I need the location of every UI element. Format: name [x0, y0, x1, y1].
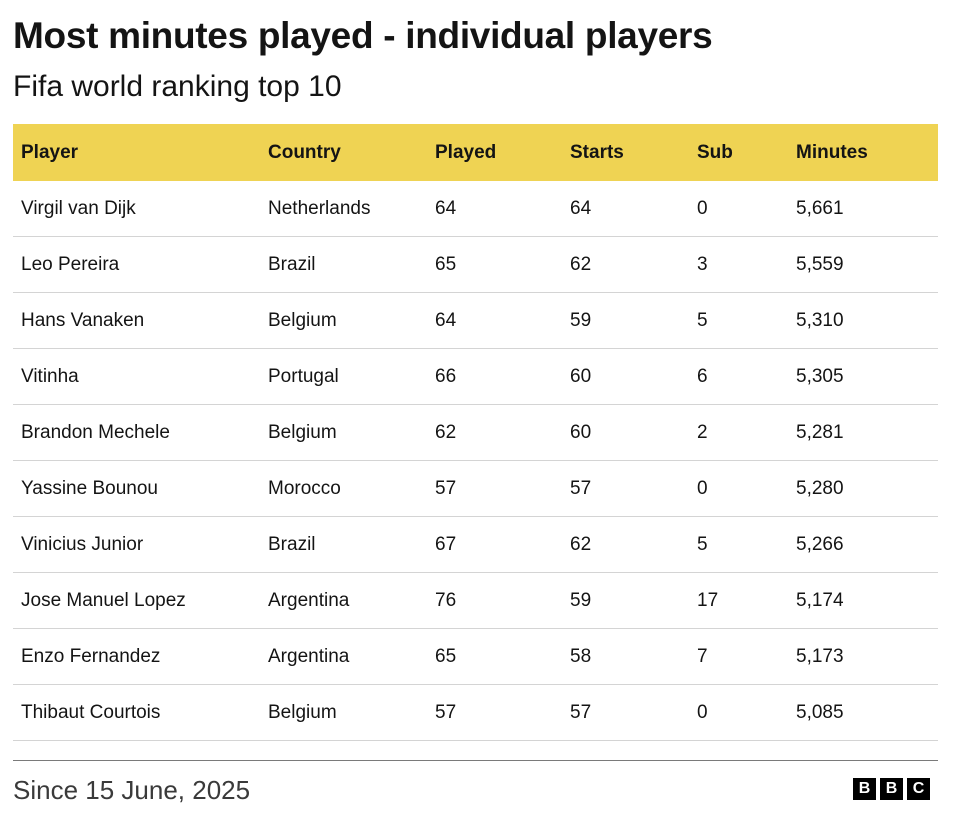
cell-sub: 0	[697, 701, 708, 723]
bbc-logo-letter: B	[880, 778, 903, 800]
column-header-country: Country	[268, 141, 341, 163]
table-row: Vinicius Junior Brazil 67 62 5 5,266	[13, 517, 938, 573]
cell-played: 76	[435, 589, 457, 611]
cell-player: Vitinha	[21, 365, 79, 387]
cell-country: Belgium	[268, 701, 337, 723]
cell-country: Belgium	[268, 309, 337, 331]
cell-player: Thibaut Courtois	[21, 701, 161, 723]
cell-played: 65	[435, 645, 457, 667]
bbc-logo-letter: C	[907, 778, 930, 800]
table-row: Virgil van Dijk Netherlands 64 64 0 5,661	[13, 181, 938, 237]
cell-played: 65	[435, 253, 457, 275]
cell-player: Enzo Fernandez	[21, 645, 161, 667]
cell-sub: 5	[697, 533, 708, 555]
cell-minutes: 5,559	[796, 253, 844, 275]
table-row: Vitinha Portugal 66 60 6 5,305	[13, 349, 938, 405]
cell-played: 57	[435, 701, 457, 723]
table-row: Jose Manuel Lopez Argentina 76 59 17 5,174	[13, 573, 938, 629]
cell-starts: 57	[570, 477, 592, 499]
cell-player: Jose Manuel Lopez	[21, 589, 186, 611]
cell-starts: 62	[570, 533, 592, 555]
cell-sub: 0	[697, 477, 708, 499]
cell-starts: 64	[570, 197, 592, 219]
cell-country: Belgium	[268, 421, 337, 443]
cell-played: 64	[435, 309, 457, 331]
cell-country: Portugal	[268, 365, 339, 387]
cell-starts: 62	[570, 253, 592, 275]
column-header-starts: Starts	[570, 141, 624, 163]
cell-minutes: 5,661	[796, 197, 844, 219]
cell-player: Vinicius Junior	[21, 533, 144, 555]
cell-played: 62	[435, 421, 457, 443]
cell-starts: 60	[570, 365, 592, 387]
cell-sub: 2	[697, 421, 708, 443]
column-header-played: Played	[435, 141, 497, 163]
cell-sub: 5	[697, 309, 708, 331]
cell-minutes: 5,173	[796, 645, 844, 667]
cell-player: Brandon Mechele	[21, 421, 170, 443]
cell-starts: 58	[570, 645, 592, 667]
page-title: Most minutes played - individual players	[13, 15, 713, 56]
cell-played: 66	[435, 365, 457, 387]
table-row: Leo Pereira Brazil 65 62 3 5,559	[13, 237, 938, 293]
table-row: Enzo Fernandez Argentina 65 58 7 5,173	[13, 629, 938, 685]
cell-minutes: 5,280	[796, 477, 844, 499]
cell-starts: 59	[570, 589, 592, 611]
cell-sub: 3	[697, 253, 708, 275]
column-header-player: Player	[21, 141, 79, 163]
table-header-row: Player Country Played Starts Sub Minutes	[13, 124, 938, 181]
cell-sub: 17	[697, 589, 719, 611]
cell-played: 57	[435, 477, 457, 499]
cell-minutes: 5,281	[796, 421, 844, 443]
cell-country: Argentina	[268, 589, 350, 611]
cell-played: 67	[435, 533, 457, 555]
cell-starts: 60	[570, 421, 592, 443]
cell-minutes: 5,085	[796, 701, 844, 723]
cell-country: Morocco	[268, 477, 341, 499]
cell-country: Argentina	[268, 645, 350, 667]
cell-sub: 7	[697, 645, 708, 667]
cell-player: Virgil van Dijk	[21, 197, 136, 219]
cell-sub: 6	[697, 365, 708, 387]
cell-starts: 57	[570, 701, 592, 723]
bbc-logo: B B C	[853, 778, 930, 800]
table-row: Hans Vanaken Belgium 64 59 5 5,310	[13, 293, 938, 349]
table-row: Brandon Mechele Belgium 62 60 2 5,281	[13, 405, 938, 461]
cell-starts: 59	[570, 309, 592, 331]
cell-player: Leo Pereira	[21, 253, 120, 275]
source-note: Since 15 June, 2025	[13, 775, 251, 805]
footer-divider	[13, 760, 938, 761]
cell-minutes: 5,310	[796, 309, 844, 331]
column-header-minutes: Minutes	[796, 141, 868, 163]
cell-player: Hans Vanaken	[21, 309, 145, 331]
page-subtitle: Fifa world ranking top 10	[13, 70, 342, 103]
cell-minutes: 5,266	[796, 533, 844, 555]
cell-country: Brazil	[268, 533, 316, 555]
cell-country: Brazil	[268, 253, 316, 275]
cell-played: 64	[435, 197, 457, 219]
cell-player: Yassine Bounou	[21, 477, 158, 499]
cell-minutes: 5,305	[796, 365, 844, 387]
cell-sub: 0	[697, 197, 708, 219]
bbc-logo-letter: B	[853, 778, 876, 800]
data-table: Player Country Played Starts Sub Minutes…	[13, 124, 938, 741]
table-body: Virgil van Dijk Netherlands 64 64 0 5,661 Leo …	[13, 181, 938, 741]
cell-minutes: 5,174	[796, 589, 844, 611]
cell-country: Netherlands	[268, 197, 371, 219]
table-row: Thibaut Courtois Belgium 57 57 0 5,085	[13, 685, 938, 741]
table-row: Yassine Bounou Morocco 57 57 0 5,280	[13, 461, 938, 517]
column-header-sub: Sub	[697, 141, 733, 163]
